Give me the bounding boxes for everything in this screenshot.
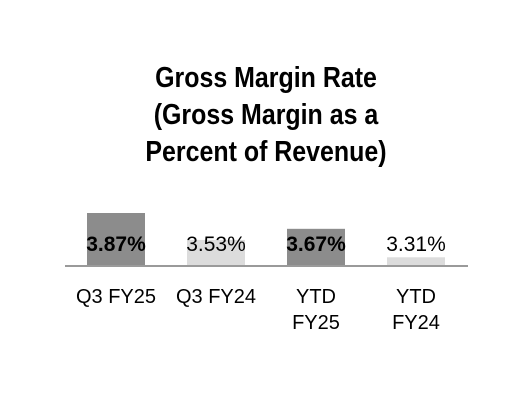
- x-tick-label-3-0: YTD: [396, 286, 436, 308]
- bar-2: [287, 228, 345, 266]
- data-label-2: 3.67%: [286, 233, 346, 256]
- x-tick-label-3-1: FY24: [392, 312, 440, 334]
- x-tick-label-1-0: Q3 FY24: [176, 286, 256, 308]
- title-line-1: Gross Margin Rate: [155, 62, 377, 94]
- title-line-2: (Gross Margin as a: [153, 99, 379, 131]
- data-label-1: 3.53%: [186, 233, 246, 256]
- x-tick-label-2-1: FY25: [292, 312, 340, 334]
- title-line-3: Percent of Revenue): [145, 136, 387, 168]
- data-label-3: 3.31%: [386, 233, 446, 256]
- x-tick-label-2-0: YTD: [296, 286, 336, 308]
- data-label-0: 3.87%: [86, 233, 146, 256]
- bar-1: [187, 239, 245, 266]
- chart-title: Gross Margin Rate (Gross Margin as a Per…: [37, 60, 495, 171]
- bar-3: [387, 257, 445, 266]
- bar-0: [87, 213, 145, 266]
- x-tick-label-0-0: Q3 FY25: [76, 286, 156, 308]
